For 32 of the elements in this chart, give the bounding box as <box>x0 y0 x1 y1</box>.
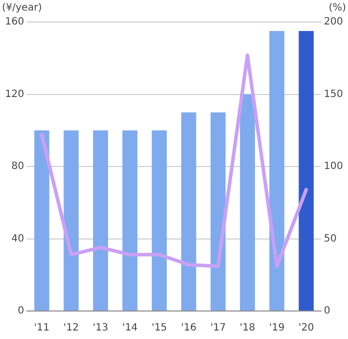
bar <box>64 130 79 310</box>
x-tick-label: '13 <box>92 322 108 334</box>
x-tick-label: '16 <box>180 322 196 334</box>
bar <box>122 130 138 310</box>
x-tick-label: '19 <box>269 322 285 334</box>
y-tick-label: 40 <box>11 233 24 244</box>
x-tick-label: '12 <box>63 322 79 334</box>
y2-tick-label: 150 <box>324 88 344 100</box>
bar <box>269 31 284 310</box>
bar <box>34 130 50 310</box>
bar <box>210 112 226 310</box>
y2-tick-label: 0 <box>324 306 330 317</box>
y-tick-label: 120 <box>4 88 24 100</box>
y2-tick-label: 100 <box>324 161 344 172</box>
y-axis-title: (¥/year) <box>2 2 42 14</box>
x-tick-label: '11 <box>34 322 50 334</box>
x-tick-label: '14 <box>122 322 138 334</box>
x-tick-label: '20 <box>298 322 314 334</box>
x-tick-label: '17 <box>210 322 226 334</box>
y-tick-label: 0 <box>18 306 24 317</box>
x-tick-label: '15 <box>152 322 168 334</box>
bar <box>152 130 167 310</box>
bar <box>181 112 196 310</box>
y-tick-label: 160 <box>4 16 24 28</box>
y2-axis-title: (%) <box>328 2 346 14</box>
bar <box>93 130 108 310</box>
bar <box>298 31 314 310</box>
y2-tick-label: 200 <box>324 16 344 28</box>
y2-tick-label: 50 <box>324 233 337 244</box>
bar <box>240 94 255 310</box>
x-tick-label: '18 <box>240 322 256 334</box>
y-tick-label: 80 <box>11 161 24 172</box>
